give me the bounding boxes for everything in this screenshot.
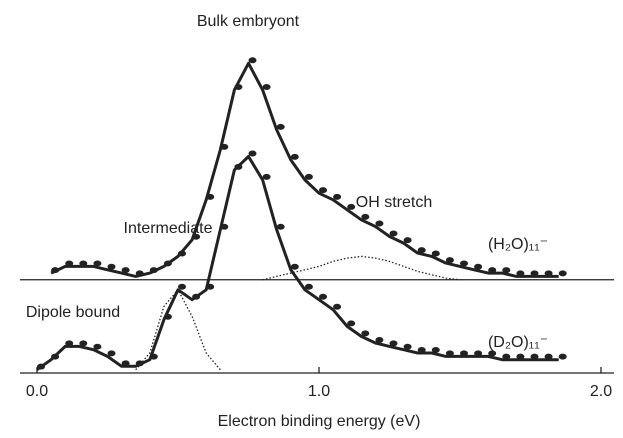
data-point xyxy=(530,353,539,360)
fit-curve xyxy=(36,155,559,371)
data-point xyxy=(403,237,412,244)
data-point xyxy=(558,353,567,360)
data-point xyxy=(460,260,468,267)
data-point xyxy=(375,337,384,344)
annotation: Intermediate xyxy=(124,220,213,237)
data-point xyxy=(121,360,130,367)
data-point xyxy=(262,83,271,90)
data-point xyxy=(65,260,74,267)
data-point xyxy=(319,187,327,194)
component-curve xyxy=(135,289,221,371)
data-point xyxy=(333,193,342,200)
fit-curve xyxy=(50,61,559,278)
data-point xyxy=(375,220,384,227)
data-point xyxy=(79,340,88,347)
data-point xyxy=(276,123,285,130)
data-point xyxy=(107,263,116,270)
data-point xyxy=(51,353,60,360)
data-point xyxy=(107,350,116,357)
data-point xyxy=(248,150,257,157)
data-point xyxy=(262,173,271,180)
data-point xyxy=(347,203,356,210)
data-point xyxy=(445,257,454,264)
x-tick-label: 2.0 xyxy=(590,383,612,400)
data-point xyxy=(304,283,313,290)
data-point xyxy=(65,340,74,347)
data-point xyxy=(417,247,426,254)
data-point xyxy=(163,260,172,267)
data-point xyxy=(488,350,497,357)
data-point xyxy=(135,360,144,367)
data-point xyxy=(206,283,215,290)
data-point xyxy=(135,270,144,277)
data-point xyxy=(192,233,201,240)
data-point xyxy=(544,270,553,277)
data-point xyxy=(502,353,511,360)
annotation: Dipole bound xyxy=(26,304,120,321)
data-point xyxy=(220,143,229,150)
data-point xyxy=(445,350,454,357)
data-point xyxy=(163,313,172,320)
data-point xyxy=(79,260,88,267)
data-point xyxy=(361,213,370,220)
data-point xyxy=(220,223,229,230)
data-point xyxy=(37,363,45,370)
data-point xyxy=(431,347,440,354)
x-tick-label: 0.0 xyxy=(26,383,48,400)
annotation: Bulk embryont xyxy=(197,13,300,30)
data-point xyxy=(121,267,130,274)
data-point xyxy=(431,250,440,257)
data-point xyxy=(516,270,525,277)
data-point xyxy=(347,320,356,327)
annotation: OH stretch xyxy=(356,194,432,211)
data-point xyxy=(276,223,285,230)
data-point xyxy=(51,267,60,274)
data-point xyxy=(389,230,398,237)
data-point xyxy=(516,353,525,360)
data-point xyxy=(488,267,497,274)
data-point xyxy=(474,263,483,270)
data-point xyxy=(304,173,313,180)
data-point xyxy=(333,303,342,310)
data-point xyxy=(234,163,243,170)
x-tick-label: 1.0 xyxy=(308,383,330,400)
data-point xyxy=(234,83,243,90)
data-point xyxy=(389,340,398,347)
data-point xyxy=(544,353,553,360)
data-point xyxy=(474,350,483,357)
data-point xyxy=(319,293,327,300)
data-point xyxy=(206,193,215,200)
x-axis-label: Electron binding energy (eV) xyxy=(218,413,421,430)
data-point xyxy=(178,283,186,290)
data-point xyxy=(93,260,102,267)
data-point xyxy=(290,153,299,160)
data-point xyxy=(178,250,186,257)
data-point xyxy=(248,57,257,64)
data-point xyxy=(530,270,539,277)
data-point xyxy=(502,267,511,274)
data-point xyxy=(149,267,158,274)
data-point xyxy=(149,353,158,360)
data-point xyxy=(558,270,567,277)
data-point xyxy=(290,263,299,270)
data-point xyxy=(403,343,412,350)
annotation: (H₂O)₁₁⁻ xyxy=(488,236,548,253)
component-curve xyxy=(262,255,461,281)
data-point xyxy=(361,330,370,337)
annotation: (D₂O)₁₁⁻ xyxy=(488,334,548,351)
data-point xyxy=(417,347,426,354)
data-point xyxy=(93,343,102,350)
data-point xyxy=(192,293,201,300)
data-point xyxy=(460,350,468,357)
